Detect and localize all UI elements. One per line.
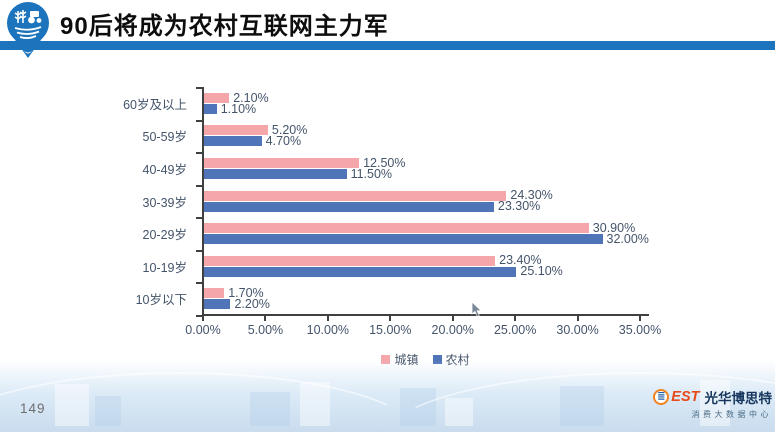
data-label: 23.30% (497, 199, 541, 214)
x-axis-tick-label: 25.00% (493, 323, 537, 337)
bar-group: 1.70% 2.20% (203, 282, 648, 315)
x-axis-tick-label: 5.00% (247, 323, 284, 337)
bar-group: 12.50% 11.50% (203, 152, 648, 185)
best-circle-icon: ≣ (653, 389, 670, 405)
category-label: 10-19岁 (142, 260, 187, 275)
category-label: 30-39岁 (142, 195, 187, 210)
bar-group: 2.10% 1.10% (203, 87, 648, 120)
x-axis-tick (389, 316, 392, 321)
chart-row: 30-39岁 24.30% 23.30% (0, 185, 648, 218)
category-label: 40-49岁 (142, 162, 187, 177)
data-label: 5.20% (271, 123, 308, 138)
page-number: 149 (20, 401, 46, 416)
bar-城镇 (203, 125, 268, 136)
category-label: 50-59岁 (142, 130, 187, 145)
page-title: 90后将成为农村互联网主力军 (60, 13, 389, 40)
legend-swatch (432, 355, 442, 364)
x-axis-tick-label: 20.00% (431, 323, 474, 337)
chart-row: 60岁及以上 2.10% 1.10% (0, 87, 648, 120)
bar-农村 (203, 266, 517, 277)
bar-group: 30.90% 32.00% (203, 217, 649, 250)
chart-row: 20-29岁 30.90% 32.00% (0, 217, 649, 250)
data-label: 2.10% (233, 90, 269, 105)
category-label: 60岁及以上 (123, 97, 187, 112)
brand-logo: ≣ EST 光华博思特 消费大数据中心 (653, 387, 772, 420)
data-label: 4.70% (265, 134, 302, 149)
data-label: 2.20% (234, 297, 270, 311)
header-divider-line (0, 41, 775, 50)
x-axis-tick-label: 30.00% (556, 323, 599, 337)
x-axis-tick (264, 316, 267, 321)
x-axis-tick-label: 0.00% (185, 323, 221, 337)
chart-row: 10-19岁 23.40% 25.10% (0, 250, 648, 283)
bar-农村 (203, 299, 231, 310)
x-axis-tick (514, 316, 517, 321)
brand-name-text: 光华博思特 (704, 391, 773, 406)
bar-城镇 (203, 92, 230, 103)
data-label: 24.30% (510, 188, 553, 203)
y-axis-tick (196, 184, 202, 187)
data-label: 32.00% (606, 231, 649, 246)
y-axis-tick (196, 152, 202, 155)
brand-subtitle-text: 消费大数据中心 (691, 410, 772, 419)
bar-农村 (203, 234, 603, 245)
bar-城镇 (203, 255, 496, 266)
bar-城镇 (203, 190, 507, 201)
bar-城镇 (203, 157, 360, 168)
legend-item: 城镇 (381, 351, 419, 368)
legend-label: 城镇 (394, 353, 419, 367)
y-axis-tick (196, 119, 202, 122)
legend-item: 农村 (432, 351, 470, 368)
bar-城镇 (203, 223, 589, 234)
chart-row: 40-49岁 12.50% 11.50% (0, 152, 648, 185)
x-axis-tick (326, 316, 329, 321)
x-axis-tick (576, 316, 579, 321)
y-axis-tick (196, 217, 202, 220)
x-axis-tick-label: 15.00% (369, 323, 412, 337)
bar-农村 (203, 136, 262, 147)
x-axis-tick-label: 10.00% (306, 323, 350, 337)
chart-row: 10岁以下 1.70% 2.20% (0, 282, 648, 315)
data-label: 1.70% (228, 286, 264, 300)
chart-legend: 城镇 农村 (202, 351, 649, 368)
bar-group: 5.20% 4.70% (203, 120, 648, 153)
x-axis-tick (639, 316, 641, 321)
data-label: 25.10% (520, 264, 563, 279)
y-axis-tick (196, 249, 202, 252)
y-axis-tick (196, 315, 202, 317)
data-label: 12.50% (363, 155, 406, 170)
data-label: 11.50% (350, 166, 393, 181)
y-axis-line (202, 87, 204, 316)
chart-rows: 60岁及以上 2.10% 1.10% 50-59岁 5.20% 4.70% 40-49岁 12… (0, 87, 649, 315)
x-axis-line (202, 314, 649, 316)
y-axis-tick (196, 282, 202, 285)
agriculture-pin-icon (7, 2, 49, 58)
bar-group: 23.40% 25.10% (203, 250, 648, 283)
chart-row: 50-59岁 5.20% 4.70% (0, 120, 648, 153)
bar-农村 (203, 103, 217, 114)
data-label: 1.10% (220, 101, 257, 116)
bar-group: 24.30% 23.30% (203, 185, 648, 218)
x-axis-tick-label: 35.00% (618, 323, 662, 337)
category-label: 10岁以下 (135, 293, 187, 308)
brand-est-text: EST (671, 389, 700, 405)
data-label: 30.90% (592, 220, 636, 235)
category-label: 20-29岁 (142, 228, 187, 243)
bar-农村 (203, 201, 494, 212)
bar-城镇 (203, 288, 225, 299)
x-axis-tick (451, 316, 454, 321)
y-axis-tick (196, 87, 202, 89)
data-label: 23.40% (499, 253, 542, 268)
mouse-cursor-icon (471, 301, 482, 318)
legend-label: 农村 (445, 353, 470, 367)
x-axis-tick (202, 316, 204, 321)
bar-农村 (203, 168, 347, 179)
legend-swatch (381, 355, 391, 364)
